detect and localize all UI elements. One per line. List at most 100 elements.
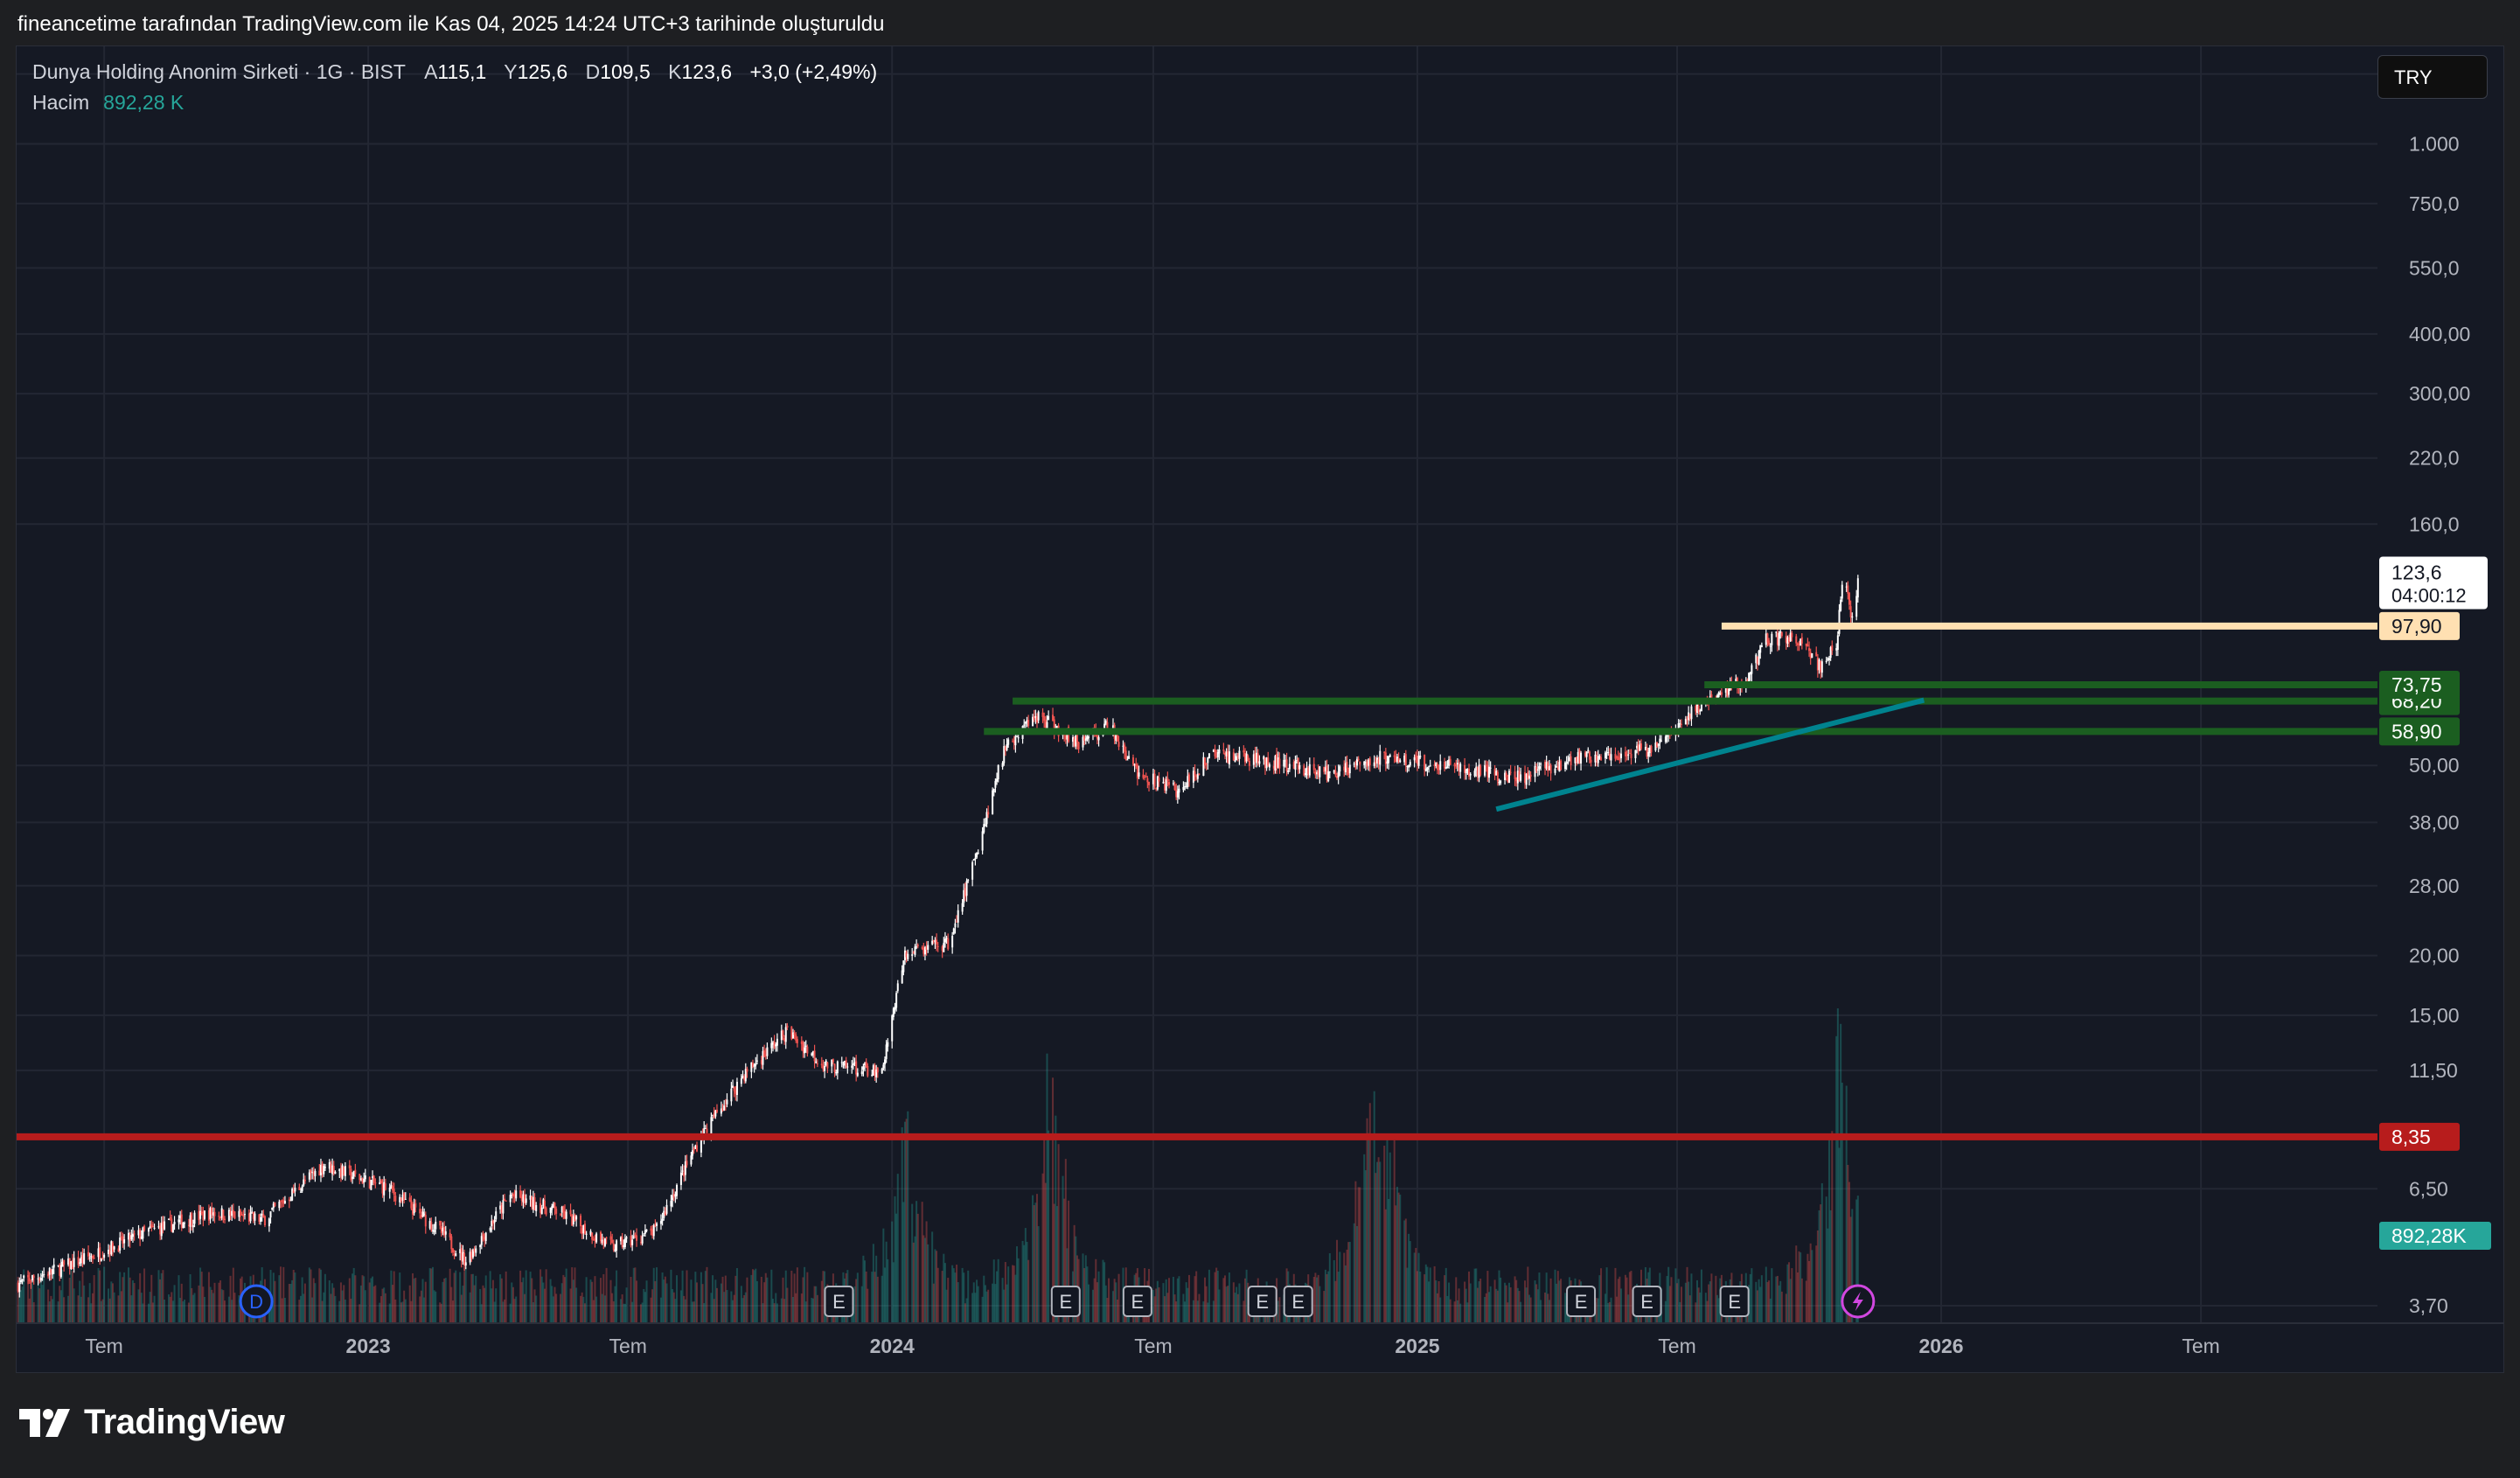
- volume-bar: [178, 1275, 180, 1323]
- volume-bar: [100, 1300, 102, 1323]
- volume-bar: [1416, 1271, 1418, 1323]
- volume-label[interactable]: Hacim: [32, 91, 90, 114]
- candle-body: [1375, 761, 1377, 763]
- volume-bar: [1408, 1233, 1410, 1323]
- candle-body: [178, 1219, 180, 1223]
- volume-bar: [894, 1196, 896, 1323]
- volume-bar: [149, 1292, 151, 1323]
- currency-button[interactable]: TRY: [2377, 55, 2488, 99]
- volume-bar: [552, 1296, 554, 1323]
- volume-bar: [1032, 1195, 1034, 1323]
- candle-body: [31, 1275, 34, 1281]
- volume-bar: [57, 1301, 59, 1323]
- volume-bar: [1093, 1278, 1096, 1323]
- candle-body: [695, 1145, 698, 1152]
- volume-bar: [70, 1269, 73, 1323]
- candle-body: [1811, 653, 1813, 659]
- candle-body: [659, 1221, 662, 1224]
- volume-bar: [388, 1303, 391, 1323]
- candle-body: [310, 1170, 312, 1174]
- volume-bar: [204, 1296, 206, 1323]
- volume-bar: [650, 1297, 652, 1323]
- level-price-tag: [2379, 717, 2460, 746]
- candle-body: [663, 1210, 665, 1218]
- candle-body: [1106, 722, 1109, 729]
- y-tick-label: 160,0: [2409, 512, 2460, 535]
- tradingview-logo[interactable]: TradingView: [19, 1403, 285, 1442]
- candle-body: [686, 1161, 688, 1166]
- candle-body: [972, 859, 975, 861]
- candle-body: [551, 1206, 553, 1210]
- earnings-marker: [1566, 1286, 1597, 1317]
- volume-bar: [191, 1294, 194, 1323]
- volume-bar: [123, 1272, 126, 1323]
- volume-bar: [390, 1270, 393, 1323]
- volume-bar: [1075, 1236, 1077, 1323]
- candle-body: [856, 1072, 859, 1077]
- volume-bar: [651, 1289, 654, 1323]
- candle-body: [493, 1220, 496, 1224]
- volume-bar: [605, 1267, 608, 1323]
- candle-body: [1577, 751, 1579, 763]
- volume-bar: [891, 1221, 894, 1323]
- volume-bar: [639, 1304, 642, 1323]
- volume-bar: [864, 1260, 867, 1323]
- candle-body: [1173, 784, 1176, 791]
- earnings-marker: [1719, 1286, 1750, 1317]
- volume-bar: [560, 1283, 563, 1323]
- candle-body: [213, 1211, 216, 1217]
- candle-body: [1449, 758, 1451, 765]
- volume-bar: [1096, 1282, 1098, 1323]
- volume-bar: [1679, 1301, 1681, 1323]
- volume-value: 892,28 K: [103, 91, 184, 114]
- volume-bar: [1384, 1209, 1387, 1323]
- candle-body: [589, 1231, 592, 1235]
- close-value: 123,6: [681, 60, 733, 83]
- volume-bar: [1016, 1246, 1019, 1323]
- volume-bar: [563, 1277, 566, 1323]
- candle-body: [1597, 756, 1599, 763]
- candle-body: [726, 1099, 728, 1105]
- candle-body: [694, 1145, 697, 1149]
- volume-bar: [73, 1288, 75, 1323]
- symbol-name[interactable]: Dunya Holding Anonim Sirketi · 1G · BIST: [32, 60, 406, 83]
- volume-bar: [359, 1285, 362, 1323]
- volume-bar: [815, 1286, 818, 1323]
- candle-body: [952, 928, 955, 934]
- volume-bar: [1053, 1203, 1055, 1323]
- volume-bar: [160, 1272, 163, 1323]
- volume-bar: [1449, 1299, 1451, 1323]
- candle-body: [1605, 752, 1608, 754]
- candle-body: [220, 1208, 223, 1218]
- candle-body: [129, 1234, 131, 1242]
- candle-body: [455, 1253, 457, 1257]
- candle-body: [562, 1206, 565, 1213]
- candle-body: [1117, 742, 1120, 747]
- candle-body: [39, 1278, 42, 1281]
- volume-bar: [1608, 1301, 1611, 1323]
- volume-bar: [782, 1277, 784, 1323]
- volume-bar: [280, 1266, 282, 1323]
- volume-bar: [352, 1267, 355, 1323]
- candle-body: [836, 1061, 839, 1074]
- candle-body: [1185, 785, 1187, 787]
- candle-body: [1619, 758, 1621, 760]
- volume-bar: [884, 1267, 887, 1323]
- candle-body: [733, 1086, 735, 1091]
- volume-bar: [580, 1295, 582, 1323]
- candle-body: [1124, 744, 1126, 752]
- candle-body: [1116, 733, 1118, 742]
- chart-canvas[interactable]: DEEEEEEEE1.4001.000750,0550,0400,00300,0…: [17, 46, 2504, 1373]
- chart-panel[interactable]: DEEEEEEEE1.4001.000750,0550,0400,00300,0…: [16, 45, 2504, 1373]
- volume-bar: [430, 1268, 433, 1323]
- volume-bar: [636, 1280, 638, 1323]
- candle-body: [103, 1254, 106, 1258]
- volume-bar: [1856, 1196, 1859, 1323]
- volume-bar: [594, 1276, 596, 1323]
- volume-bar: [137, 1289, 140, 1323]
- candle-body: [1153, 773, 1156, 787]
- candle-body: [1574, 757, 1577, 763]
- candle-body: [583, 1224, 586, 1234]
- volume-bar: [957, 1282, 959, 1323]
- volume-bar: [1207, 1302, 1209, 1323]
